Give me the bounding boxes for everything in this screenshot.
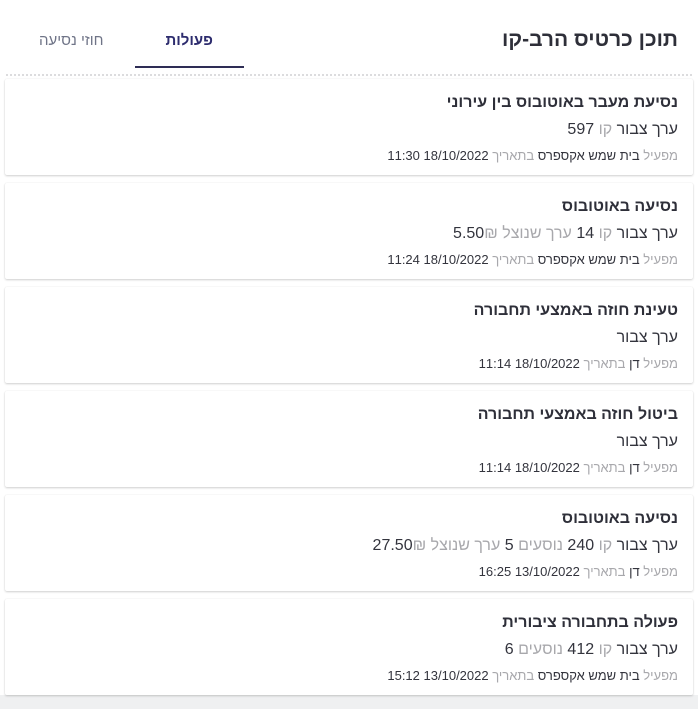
operator-name: בית שמש אקספרס [537, 148, 640, 163]
transaction-title: נסיעת מעבר באוטובוס בין עירוני [446, 94, 678, 111]
detail-label: קו [598, 225, 613, 242]
transaction-meta: מפעיל בית שמש אקספרס בתאריך 18/10/2022 1… [20, 144, 678, 167]
amount-group: 27.50₪ [373, 537, 427, 554]
date-label: בתאריך [492, 148, 535, 163]
amount-value: 5.50 [453, 225, 485, 242]
transaction-details: ערך צבור קו 412 נוסעים 6 [20, 636, 678, 664]
detail-value: 597 [567, 121, 595, 138]
transaction-title: פעולה בתחבורה ציבורית [502, 614, 678, 631]
transaction-meta: מפעיל בית שמש אקספרס בתאריך 13/10/2022 1… [20, 664, 678, 687]
transaction-card: ביטול חוזה באמצעי תחבורה ערך צבור מפעיל דן… [5, 391, 693, 487]
amount-group: 5.50₪ [453, 225, 498, 242]
tabs-bar: פעולות חוזי נסיעה [8, 27, 244, 68]
detail-value: ערך צבור [616, 433, 678, 450]
date-value: 18/10/2022 [514, 356, 580, 371]
detail-value: 14 [576, 225, 595, 242]
operator-label: מפעיל [643, 148, 678, 163]
operator-name: דן [629, 460, 640, 475]
tab-travel-contracts[interactable]: חוזי נסיעה [39, 32, 104, 49]
operator-name: דן [629, 356, 640, 371]
time-value: 15:12 [387, 668, 420, 683]
date-label: בתאריך [492, 252, 535, 267]
date-value: 13/10/2022 [423, 668, 489, 683]
transaction-meta: מפעיל בית שמש אקספרס בתאריך 18/10/2022 1… [20, 248, 678, 271]
operator-label: מפעיל [643, 668, 678, 683]
shekel-sign: ₪ [484, 225, 498, 242]
transaction-title: ביטול חוזה באמצעי תחבורה [477, 406, 678, 423]
date-label: בתאריך [583, 356, 626, 371]
transaction-details: ערך צבור [20, 324, 678, 352]
time-value: 11:30 [387, 148, 420, 163]
operator-label: מפעיל [643, 252, 678, 267]
transaction-details: ערך צבור [20, 428, 678, 456]
date-value: 18/10/2022 [514, 460, 580, 475]
detail-value: 5 [504, 537, 514, 554]
detail-label: קו [598, 537, 613, 554]
date-value: 13/10/2022 [514, 564, 580, 579]
transaction-meta: מפעיל דן בתאריך 18/10/2022 11:14 [20, 352, 678, 375]
operator-label: מפעיל [643, 564, 678, 579]
operator-name: בית שמש אקספרס [537, 252, 640, 267]
date-value: 18/10/2022 [423, 148, 489, 163]
detail-label: נוסעים [518, 537, 563, 554]
time-value: 11:14 [478, 356, 512, 371]
time-value: 11:14 [478, 460, 512, 475]
detail-label: ערך שנוצל [502, 225, 572, 242]
date-label: בתאריך [583, 564, 626, 579]
transaction-title: נסיעה באוטובוס [561, 510, 678, 527]
transaction-card: טעינת חוזה באמצעי תחבורה ערך צבור מפעיל דן… [5, 287, 693, 383]
page-title: תוכן כרטיס הרב-קו [502, 28, 678, 51]
transaction-title: נסיעה באוטובוס [561, 198, 678, 215]
transaction-meta: מפעיל דן בתאריך 13/10/2022 16:25 [20, 560, 678, 583]
transaction-card: נסיעה באוטובוס ערך צבור קו 240 נוסעים 5 ע… [5, 495, 693, 591]
header-dashed-divider [6, 74, 692, 76]
tab-actions[interactable]: פעולות [134, 27, 244, 68]
detail-label: ערך שנוצל [430, 537, 501, 554]
date-label: בתאריך [583, 460, 626, 475]
time-value: 16:25 [478, 564, 512, 579]
transaction-details: ערך צבור קו 597 [20, 116, 678, 144]
detail-value: 412 [567, 641, 595, 658]
date-value: 18/10/2022 [423, 252, 489, 267]
amount-value: 27.50 [372, 537, 413, 554]
transaction-card: פעולה בתחבורה ציבורית ערך צבור קו 412 נוס… [5, 599, 693, 695]
detail-value: 6 [504, 641, 514, 658]
operator-name: דן [629, 564, 640, 579]
transaction-details: ערך צבור קו 240 נוסעים 5 ערך שנוצל 27.50… [20, 532, 678, 560]
detail-value: ערך צבור [616, 225, 678, 242]
time-value: 11:24 [387, 252, 420, 267]
operator-label: מפעיל [643, 460, 678, 475]
detail-value: ערך צבור [616, 537, 678, 554]
detail-label: קו [598, 121, 613, 138]
transaction-title: טעינת חוזה באמצעי תחבורה [473, 302, 678, 319]
detail-value: ערך צבור [616, 121, 678, 138]
transaction-card: נסיעת מעבר באוטובוס בין עירוני ערך צבור ק… [5, 79, 693, 175]
transaction-meta: מפעיל דן בתאריך 18/10/2022 11:14 [20, 456, 678, 479]
detail-value: 240 [567, 537, 595, 554]
date-label: בתאריך [492, 668, 535, 683]
detail-value: ערך צבור [616, 641, 678, 658]
shekel-sign: ₪ [412, 537, 427, 554]
operator-name: בית שמש אקספרס [537, 668, 640, 683]
transactions-list: נסיעת מעבר באוטובוס בין עירוני ערך צבור ק… [0, 76, 698, 695]
detail-value: ערך צבור [616, 329, 678, 346]
detail-label: קו [598, 641, 613, 658]
transaction-details: ערך צבור קו 14 ערך שנוצל 5.50₪ [20, 220, 678, 248]
transaction-card: נסיעה באוטובוס ערך צבור קו 14 ערך שנוצל 5… [5, 183, 693, 279]
detail-label: נוסעים [518, 641, 563, 658]
operator-label: מפעיל [643, 356, 678, 371]
panel-header: תוכן כרטיס הרב-קו פעולות חוזי נסיעה [0, 0, 698, 68]
